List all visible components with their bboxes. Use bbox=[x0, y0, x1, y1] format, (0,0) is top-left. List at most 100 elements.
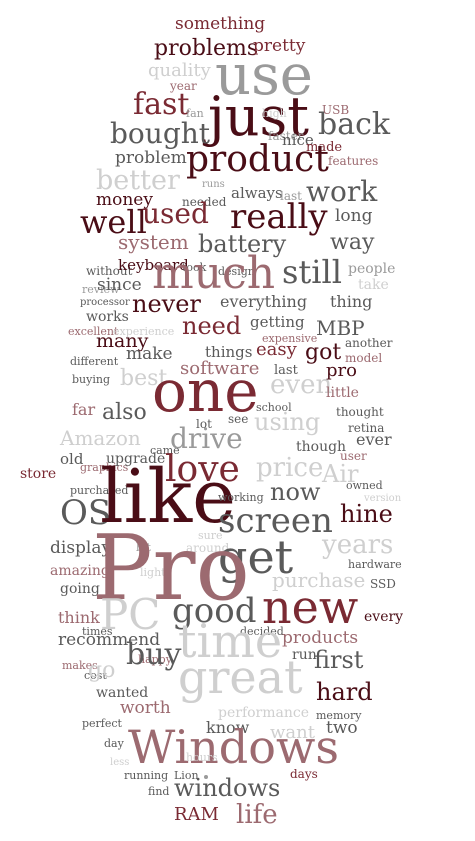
cloud-word: though bbox=[296, 439, 347, 455]
cloud-word: less bbox=[110, 757, 130, 768]
cloud-word: life bbox=[236, 800, 278, 830]
cloud-word: hard bbox=[316, 678, 373, 706]
cloud-word: many bbox=[96, 330, 149, 352]
cloud-word: system bbox=[118, 230, 189, 254]
cloud-word: software bbox=[180, 358, 260, 379]
cloud-word: keyboard bbox=[118, 256, 189, 274]
cloud-word: better bbox=[96, 165, 180, 196]
cloud-word: recommend bbox=[58, 630, 161, 650]
cloud-word: sure bbox=[198, 529, 223, 542]
cloud-word: nice bbox=[282, 131, 314, 149]
cloud-word: much bbox=[152, 248, 276, 299]
cloud-word: always bbox=[231, 184, 283, 202]
cloud-word: makes bbox=[62, 659, 98, 672]
cloud-word: products bbox=[282, 628, 359, 648]
cloud-word: around bbox=[186, 541, 230, 555]
cloud-word: want bbox=[270, 722, 315, 743]
cloud-word: high bbox=[262, 107, 287, 120]
cloud-word: price bbox=[256, 453, 324, 483]
cloud-word: buy bbox=[126, 637, 182, 672]
cloud-word: perfect bbox=[82, 717, 122, 730]
cloud-word: things bbox=[205, 343, 253, 361]
cloud-word: think bbox=[58, 608, 100, 627]
cloud-word: time bbox=[178, 614, 283, 668]
cloud-word: run bbox=[292, 647, 317, 663]
cloud-word: PC bbox=[100, 590, 161, 639]
cloud-word: thought bbox=[336, 405, 384, 419]
cloud-word: owned bbox=[346, 479, 383, 492]
cloud-word: use bbox=[215, 43, 313, 108]
cloud-word: wanted bbox=[96, 685, 149, 701]
cloud-word: thing bbox=[330, 292, 373, 311]
cloud-word: way bbox=[330, 230, 375, 255]
cloud-word: processor bbox=[80, 297, 130, 308]
cloud-word: RAM bbox=[174, 804, 219, 825]
cloud-word: bought bbox=[110, 117, 211, 150]
cloud-word: take bbox=[358, 277, 389, 293]
cloud-word: just bbox=[208, 85, 309, 148]
cloud-word: user bbox=[340, 449, 367, 463]
cloud-word: old bbox=[60, 450, 84, 468]
separator-dot bbox=[204, 775, 208, 779]
cloud-word: now bbox=[270, 478, 321, 506]
cloud-word: since bbox=[97, 275, 142, 295]
cloud-word: product bbox=[186, 139, 329, 180]
cloud-word: year bbox=[170, 79, 197, 93]
cloud-word: running bbox=[124, 769, 169, 782]
cloud-word: long bbox=[335, 206, 373, 226]
cloud-word: people bbox=[348, 261, 396, 277]
cloud-word: USB bbox=[322, 103, 350, 117]
cloud-word: back bbox=[318, 107, 391, 142]
cloud-word: also bbox=[102, 400, 147, 425]
cloud-word: know bbox=[206, 718, 250, 737]
cloud-word: fast bbox=[133, 87, 190, 122]
cloud-word: amazing bbox=[50, 563, 110, 579]
cloud-word: design bbox=[218, 265, 255, 278]
cloud-word: drive bbox=[170, 422, 243, 455]
cloud-word: another bbox=[345, 336, 393, 350]
cloud-word: pretty bbox=[253, 36, 306, 56]
cloud-word: got bbox=[305, 340, 342, 365]
cloud-word: runs bbox=[202, 179, 225, 190]
cloud-word: easy bbox=[256, 339, 297, 360]
cloud-word: windows bbox=[174, 774, 281, 802]
cloud-word: light bbox=[140, 566, 166, 579]
cloud-word: never bbox=[132, 290, 201, 318]
cloud-word: work bbox=[306, 175, 378, 208]
cloud-word: one bbox=[152, 357, 259, 425]
cloud-word: purchase bbox=[272, 568, 366, 592]
cloud-word: without bbox=[86, 264, 133, 278]
cloud-word: took bbox=[182, 261, 207, 274]
cloud-word: screen bbox=[218, 501, 333, 541]
cloud-word: getting bbox=[250, 313, 305, 331]
cloud-word: works bbox=[86, 309, 129, 325]
cloud-word: display bbox=[50, 538, 112, 558]
cloud-word: two bbox=[326, 718, 358, 738]
cloud-word: first bbox=[314, 646, 364, 674]
cloud-word: happy bbox=[138, 653, 172, 666]
cloud-word: fan bbox=[186, 107, 204, 120]
cloud-word: OS bbox=[60, 493, 112, 533]
cloud-word: day bbox=[104, 737, 124, 750]
cloud-word: experience bbox=[113, 325, 175, 338]
cloud-word: like bbox=[100, 454, 236, 540]
cloud-word: little bbox=[326, 385, 359, 401]
cloud-word: quality bbox=[148, 60, 211, 81]
cloud-word: Pro bbox=[92, 516, 250, 621]
cloud-word: far bbox=[72, 400, 96, 419]
cloud-word: decided bbox=[240, 625, 284, 638]
cloud-word: using bbox=[254, 408, 321, 436]
cloud-word: years bbox=[322, 530, 394, 560]
cloud-word: go bbox=[88, 658, 116, 683]
cloud-word: lot bbox=[196, 417, 212, 431]
cloud-word: something bbox=[175, 14, 266, 34]
cloud-word: last bbox=[274, 363, 298, 378]
cloud-word: see bbox=[228, 412, 249, 426]
cloud-word: performance bbox=[218, 705, 310, 721]
cloud-word: well bbox=[80, 203, 147, 241]
cloud-word: used bbox=[142, 197, 209, 230]
cloud-word: retina bbox=[348, 421, 385, 435]
cloud-word: hours bbox=[186, 751, 218, 764]
cloud-word: needed bbox=[182, 195, 227, 209]
